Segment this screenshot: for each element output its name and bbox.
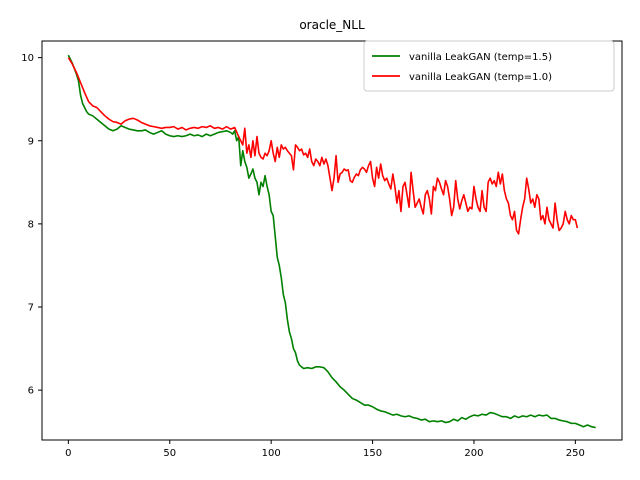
chart-title: oracle_NLL (299, 18, 365, 32)
y-tick-label: 7 (28, 303, 34, 314)
series-line-0 (67, 54, 596, 429)
series-line-1 (67, 57, 579, 235)
x-tick-label: 200 (464, 448, 483, 459)
x-tick-label: 100 (262, 448, 281, 459)
axes-layer: 0 50 100 150 200 250 6 7 8 9 10 (21, 40, 623, 459)
legend-label-temp-1-0: vanilla LeakGAN (temp=1.0) (409, 72, 552, 83)
y-tick-label: 9 (28, 136, 34, 147)
plot-frame (41, 40, 623, 441)
x-tick-label: 0 (65, 448, 71, 459)
series-layer (67, 54, 596, 429)
x-tick-label: 250 (566, 448, 585, 459)
legend-frame (363, 40, 615, 92)
x-tick-label: 150 (363, 448, 382, 459)
y-tick-label: 8 (28, 219, 34, 230)
x-tick-label: 50 (163, 448, 176, 459)
legend: vanilla LeakGAN (temp=1.5) vanilla LeakG… (363, 40, 615, 92)
y-tick-label: 6 (28, 386, 34, 397)
legend-label-temp-1-5: vanilla LeakGAN (temp=1.5) (409, 52, 552, 63)
y-tick-label: 10 (21, 53, 34, 64)
